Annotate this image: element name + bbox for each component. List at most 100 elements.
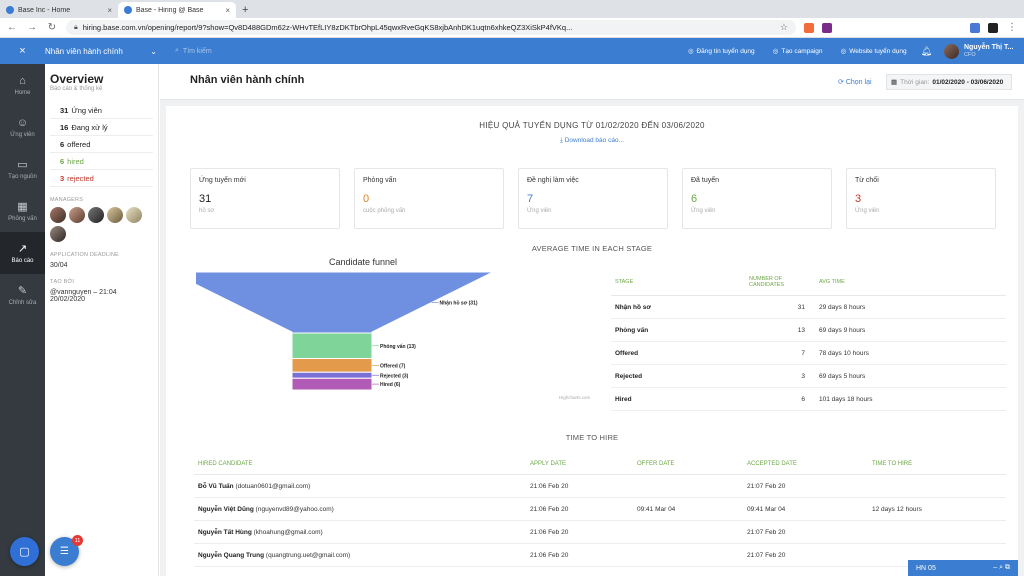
- forward-icon[interactable]: →: [27, 22, 37, 33]
- report-title: HIỆU QUẢ TUYỂN DỤNG TỪ 01/02/2020 ĐẾN 03…: [479, 121, 705, 130]
- close-tab-icon[interactable]: ×: [107, 5, 112, 15]
- stage-name: Nhận hồ sơ: [615, 303, 652, 311]
- career-site-link[interactable]: ◎ Website tuyển dụng: [840, 47, 907, 56]
- url-field[interactable]: 🔒︎ hiring.base.com.vn/opening/report/9?s…: [66, 20, 796, 35]
- apply-date: 21:06 Feb 20: [530, 528, 569, 536]
- stat-box-label: Đề nghị làm việc: [527, 177, 579, 184]
- address-bar: ← → ↻ 🔒︎ hiring.base.com.vn/opening/repo…: [0, 18, 1024, 38]
- close-icon[interactable]: ×: [19, 45, 26, 57]
- manager-avatar[interactable]: [50, 207, 66, 223]
- stage-avg-time: 69 days 5 hours: [819, 372, 866, 380]
- hire-row[interactable]: Nguyễn Quang Trung (quangtrung.uet@gmail…: [194, 544, 1006, 567]
- rail-item-folder[interactable]: ▭ Tạo nguồn: [0, 148, 45, 190]
- stat-box: Từ chối 3 Ứng viên: [846, 168, 996, 229]
- browser-tab-hiring[interactable]: Base - Hiring @ Base ×: [118, 2, 236, 18]
- search-input[interactable]: ⌕ Tìm kiếm: [175, 47, 212, 55]
- brave-shield-icon[interactable]: [804, 22, 814, 33]
- menu-icon[interactable]: ⋮: [1007, 22, 1017, 33]
- stage-avg-time: 78 days 10 hours: [819, 349, 869, 357]
- hire-row[interactable]: Nguyễn Việt Dũng (nguyenvd89@yahoo.com) 2…: [194, 498, 1006, 521]
- rail-item-chart[interactable]: ↗ Báo cáo: [0, 232, 45, 274]
- sidebar-subtitle: Báo cáo & thống kê: [50, 86, 103, 92]
- funnel-segment-3[interactable]: [291, 371, 373, 379]
- sidebar-stat-offered[interactable]: 6 offered: [50, 136, 153, 153]
- close-tab-icon[interactable]: ×: [225, 5, 230, 15]
- sidebar-stat-hired[interactable]: 6 hired: [50, 153, 153, 170]
- stage-row: Phỏng vấn 13 69 days 9 hours: [611, 319, 1006, 342]
- bell-icon[interactable]: 🔔︎: [920, 45, 932, 56]
- manager-avatar[interactable]: [50, 226, 66, 242]
- stat-label: Ứng viên: [71, 105, 102, 115]
- candidate-name[interactable]: Đỗ Vũ Tuấn: [198, 482, 234, 490]
- home-icon: ⌂: [19, 74, 26, 87]
- browser-tabbar: Base Inc - Home × Base - Hiring @ Base ×…: [0, 0, 1024, 18]
- date-range-picker[interactable]: ▦ Thời gian: 01/02/2020 - 03/06/2020: [886, 74, 1012, 90]
- stage-avg-time: 29 days 8 hours: [819, 303, 866, 311]
- stage-row: Rejected 3 69 days 5 hours: [611, 365, 1006, 388]
- post-job-link[interactable]: ◎ Đăng tin tuyển dụng: [687, 47, 755, 56]
- choose-again-button[interactable]: ⟳ Chọn lại: [838, 79, 872, 86]
- report-card: HIỆU QUẢ TUYỂN DỤNG TỪ 01/02/2020 ĐẾN 03…: [166, 106, 1018, 576]
- hn-panel-bar[interactable]: HN 05 – ⌕ ⧉: [908, 560, 1018, 576]
- download-report-link[interactable]: ⤓ Download báo cáo...: [560, 137, 624, 144]
- rail-item-users[interactable]: ☺ Ứng viên: [0, 106, 45, 148]
- user-menu[interactable]: Nguyễn Thị T... CFO: [944, 43, 1024, 59]
- manager-avatar[interactable]: [69, 207, 85, 223]
- rail-item-home[interactable]: ⌂ Home: [0, 64, 45, 106]
- back-icon[interactable]: ←: [7, 22, 17, 33]
- download-icon: ⤓: [560, 137, 563, 144]
- opening-selector[interactable]: Nhân viên hành chính ⌄: [45, 46, 157, 56]
- rail-item-calendar[interactable]: ▦ Phỏng vấn: [0, 190, 45, 232]
- candidate-name[interactable]: Nguyễn Quang Trung: [198, 551, 265, 559]
- create-campaign-link[interactable]: ◎ Tạo campaign: [772, 47, 823, 56]
- overview-sidebar: Overview Báo cáo & thống kê 31 Ứng viên 16…: [45, 64, 159, 576]
- stat-box-unit: cuộc phỏng vấn: [363, 208, 406, 214]
- candidate-email: (khoahung@gmail.com): [253, 528, 323, 536]
- deadline-label: APPLICATION DEADLINE: [50, 252, 119, 258]
- new-tab-button[interactable]: +: [242, 4, 249, 16]
- extension-icon[interactable]: [988, 22, 998, 33]
- reload-icon[interactable]: ↻: [47, 22, 57, 33]
- manager-avatar[interactable]: [88, 207, 104, 223]
- funnel-segment-2[interactable]: [291, 358, 373, 373]
- calendar-icon: ▦: [17, 201, 28, 213]
- favicon-icon: [124, 6, 132, 14]
- stat-box-unit: hồ sơ: [199, 208, 215, 214]
- panel-controls-icon[interactable]: – ⌕ ⧉: [993, 564, 1010, 571]
- manager-avatar[interactable]: [126, 207, 142, 223]
- candidate-name[interactable]: Nguyễn Tất Hùng: [198, 528, 252, 536]
- candidate-name[interactable]: Nguyễn Việt Dũng: [198, 505, 254, 513]
- funnel-label-3: Rejected (3): [380, 373, 409, 379]
- rail-item-label: Phỏng vấn: [8, 216, 37, 222]
- funnel-segment-4[interactable]: [291, 377, 373, 391]
- funnel-label-2: Offered (7): [380, 363, 406, 369]
- avg-time-title: AVERAGE TIME IN EACH STAGE: [531, 244, 653, 253]
- chat-icon[interactable]: ▢: [10, 537, 39, 566]
- rail-item-label: Home: [14, 89, 31, 96]
- stage-count: 31: [797, 303, 805, 311]
- stat-box: Ứng tuyển mới 31 hồ sơ: [190, 168, 340, 229]
- stage-count: 13: [797, 326, 805, 334]
- rail-item-label: Chỉnh sửa: [8, 300, 37, 306]
- left-rail: ⌂ Home ☺ Ứng viên ▭ Tạo nguồn ▦ Phỏng vấn ↗ Báo c…: [0, 64, 45, 576]
- manager-avatar[interactable]: [107, 207, 123, 223]
- sidebar-stat-rejected[interactable]: 3 rejected: [50, 170, 153, 187]
- stat-box-value: 3: [855, 193, 862, 205]
- hire-row[interactable]: Đỗ Vũ Tuấn (dotuan0601@gmail.com) 21:06 F…: [194, 475, 1006, 498]
- stat-box-value: 6: [691, 193, 698, 205]
- hire-row[interactable]: Nguyễn Tất Hùng (khoahung@gmail.com) 21:0…: [194, 521, 1006, 544]
- extension-icon[interactable]: [822, 22, 832, 33]
- stat-label: offered: [67, 139, 91, 149]
- stat-box-label: Phỏng vấn: [363, 177, 397, 184]
- funnel-segment-1[interactable]: [291, 332, 373, 360]
- translate-icon[interactable]: [970, 22, 980, 33]
- sidebar-stat-đang-xử-lý[interactable]: 16 Đang xử lý: [50, 119, 153, 136]
- candidate-email: (nguyenvd89@yahoo.com): [255, 505, 334, 513]
- rail-item-edit[interactable]: ✎ Chỉnh sửa: [0, 274, 45, 316]
- lock-icon: 🔒︎: [74, 23, 78, 31]
- funnel-label-0: Nhận hồ sơ (31): [440, 300, 478, 306]
- browser-tab-home[interactable]: Base Inc - Home ×: [0, 2, 118, 18]
- sidebar-stat-ứng-viên[interactable]: 31 Ứng viên: [50, 102, 153, 119]
- bookmark-star-icon[interactable]: ☆: [779, 22, 788, 32]
- stat-count: 6: [60, 156, 65, 166]
